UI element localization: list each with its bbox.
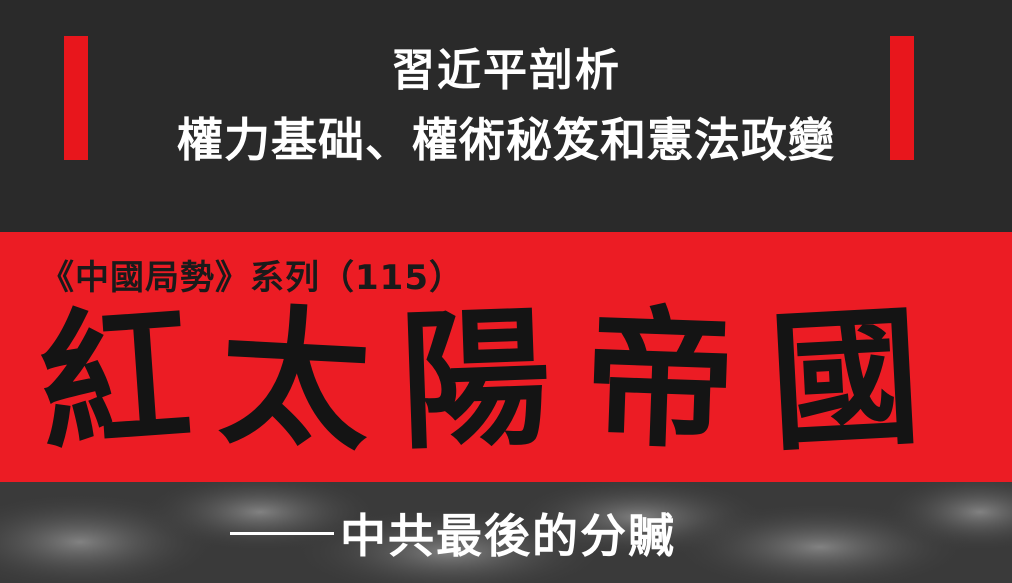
cloud-band [0, 482, 1012, 583]
calligraphy-title: 紅 太 陽 帝 國 [0, 287, 1012, 473]
calligraphy-char: 太 [215, 288, 375, 472]
subtitle: 中共最後的分贓 [230, 500, 676, 566]
calligraphy-char: 帝 [581, 289, 739, 471]
em-dash-line [230, 531, 334, 535]
calligraphy-char: 國 [765, 288, 925, 472]
calligraphy-char: 陽 [396, 289, 554, 471]
header-band [0, 0, 1012, 232]
subtitle-text: 中共最後的分贓 [340, 509, 676, 563]
red-title-band [0, 232, 1012, 482]
calligraphy-char: 紅 [34, 286, 196, 474]
title-line-1: 習近平剖析 [391, 45, 621, 96]
cloud-background [0, 482, 1012, 583]
right-accent-bar [890, 36, 914, 160]
left-accent-bar [64, 36, 88, 160]
series-label: 《中國局勢》系列（115） [40, 258, 464, 298]
title-line-2: 權力基础、權術秘笈和憲法政變 [177, 113, 835, 167]
